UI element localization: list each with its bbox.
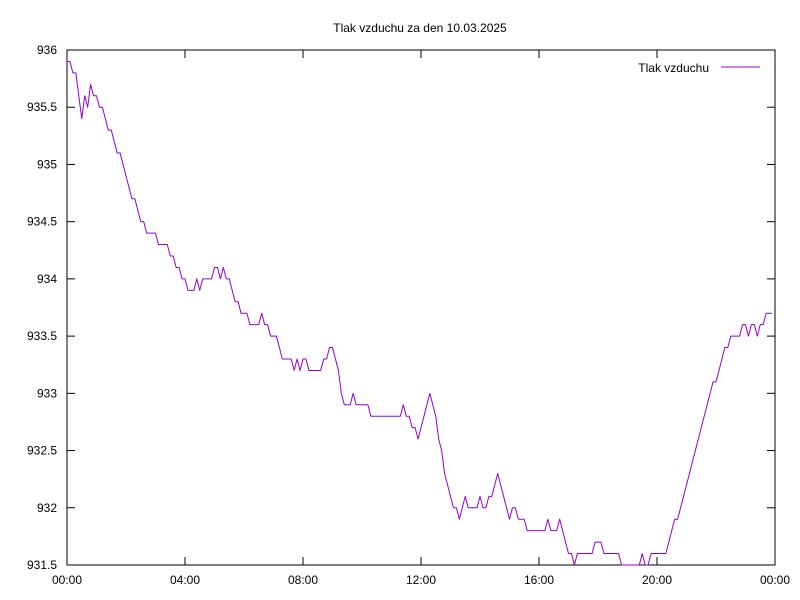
series-group (67, 60, 773, 566)
series-line-0 (67, 60, 773, 566)
y-tick-label: 933.5 (27, 329, 57, 343)
x-tick-label: 04:00 (170, 573, 200, 587)
legend: Tlak vzduchu (638, 61, 760, 75)
y-tick-label: 934 (37, 272, 57, 286)
y-tick-label: 933 (37, 386, 57, 400)
y-tick-label: 934.5 (27, 215, 57, 229)
y-tick-label: 935.5 (27, 100, 57, 114)
x-tick-label: 16:00 (524, 573, 554, 587)
x-tick-label: 08:00 (288, 573, 318, 587)
x-tick-label: 20:00 (642, 573, 672, 587)
axis-tick-labels: 931.5 932 932.5 933 933.5 934 934.5 935 935.5 936… (27, 43, 790, 587)
y-tick-label: 936 (37, 43, 57, 57)
plot-border (66, 49, 776, 566)
y-tick-label: 935 (37, 157, 57, 171)
x-tick-label: 12:00 (406, 573, 436, 587)
x-tick-label: 00:00 (52, 573, 82, 587)
legend-label: Tlak vzduchu (638, 61, 709, 75)
y-tick-label: 931.5 (27, 558, 57, 572)
x-tick-label: 00:00 (760, 573, 790, 587)
chart-title: Tlak vzduchu za den 10.03.2025 (333, 21, 507, 35)
y-tick-label: 932 (37, 501, 57, 515)
y-tick-label: 932.5 (27, 444, 57, 458)
